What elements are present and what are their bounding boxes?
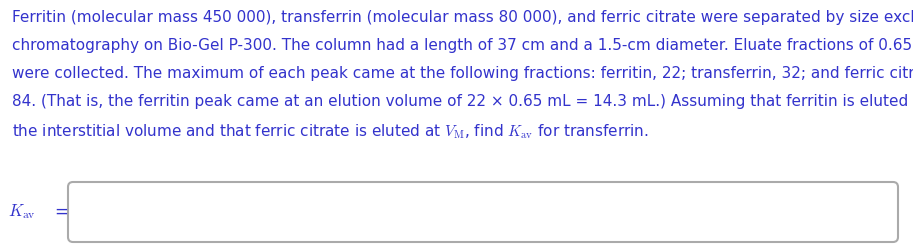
Text: $K_{\mathrm{av}}$: $K_{\mathrm{av}}$: [8, 203, 36, 222]
Text: Ferritin (molecular mass 450 000), transferrin (molecular mass 80 000), and ferr: Ferritin (molecular mass 450 000), trans…: [12, 10, 913, 25]
Text: =: =: [54, 203, 68, 221]
Text: the interstitial volume and that ferric citrate is eluted at $V_{\mathrm{M}}$, f: the interstitial volume and that ferric …: [12, 122, 649, 141]
Text: 84. (That is, the ferritin peak came at an elution volume of 22 × 0.65 mL = 14.3: 84. (That is, the ferritin peak came at …: [12, 94, 913, 109]
Text: chromatography on Bio-Gel P-300. The column had a length of 37 cm and a 1.5-cm d: chromatography on Bio-Gel P-300. The col…: [12, 38, 913, 53]
FancyBboxPatch shape: [68, 182, 898, 242]
Text: were collected. The maximum of each peak came at the following fractions: ferrit: were collected. The maximum of each peak…: [12, 66, 913, 81]
